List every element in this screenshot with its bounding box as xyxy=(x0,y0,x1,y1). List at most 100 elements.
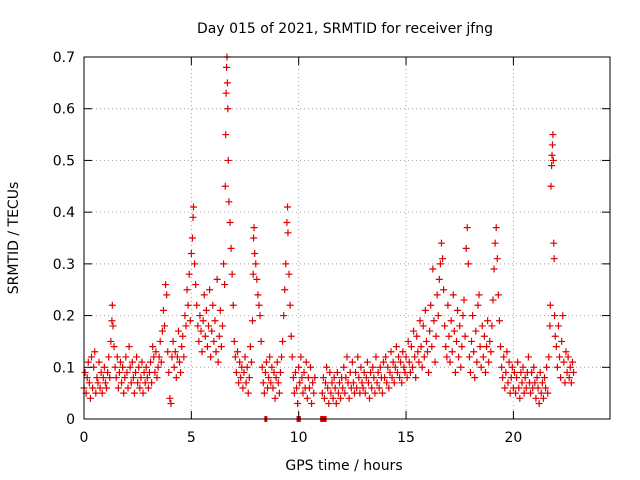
data-point xyxy=(184,301,192,309)
data-point xyxy=(498,363,506,371)
data-point xyxy=(220,260,228,268)
data-point xyxy=(376,363,384,371)
data-point xyxy=(161,322,169,330)
data-point xyxy=(536,368,544,376)
data-point xyxy=(101,379,109,387)
data-point xyxy=(250,224,258,232)
data-point xyxy=(461,332,469,340)
data-point xyxy=(300,368,308,376)
data-point xyxy=(197,327,205,335)
data-point xyxy=(532,394,540,402)
data-point xyxy=(551,332,559,340)
data-point xyxy=(250,234,258,242)
data-point xyxy=(521,374,529,382)
data-point xyxy=(253,275,261,283)
data-point xyxy=(546,322,554,330)
data-point xyxy=(416,317,424,325)
data-point xyxy=(568,358,576,366)
data-point xyxy=(330,374,338,382)
data-point xyxy=(215,332,223,340)
data-point xyxy=(249,317,257,325)
data-point xyxy=(196,312,204,320)
data-point xyxy=(538,379,546,387)
data-point xyxy=(249,270,257,278)
data-point xyxy=(272,374,280,382)
data-point xyxy=(570,368,578,376)
data-point xyxy=(310,389,318,397)
data-point xyxy=(85,379,93,387)
data-point xyxy=(333,368,341,376)
data-point xyxy=(232,368,240,376)
data-point xyxy=(176,358,184,366)
data-point xyxy=(342,374,350,382)
data-point xyxy=(209,301,217,309)
data-point xyxy=(398,379,406,387)
data-point xyxy=(221,281,229,289)
data-points xyxy=(80,53,578,407)
data-point xyxy=(129,374,137,382)
data-point xyxy=(477,363,485,371)
data-point xyxy=(549,131,557,139)
data-point xyxy=(485,358,493,366)
data-point xyxy=(289,374,297,382)
data-point xyxy=(181,312,189,320)
data-point xyxy=(328,379,336,387)
data-point xyxy=(241,353,249,361)
data-point xyxy=(359,384,367,392)
data-point xyxy=(178,343,186,351)
data-point xyxy=(435,275,443,283)
data-point xyxy=(304,374,312,382)
data-point xyxy=(236,358,244,366)
data-point xyxy=(414,348,422,356)
data-point xyxy=(378,389,386,397)
data-point xyxy=(222,89,230,97)
y-tick-label: 0.1 xyxy=(53,360,75,376)
data-point xyxy=(386,368,394,376)
data-point xyxy=(400,363,408,371)
y-axis-label: SRMTID / TECUs xyxy=(6,182,22,295)
data-point xyxy=(548,151,556,159)
data-point xyxy=(305,384,313,392)
axis-ticks: 0 0.1 0.2 0.3 0.4 0.5 0.6 0.7 0 5 10 15 20 xyxy=(53,50,610,446)
data-point xyxy=(118,379,126,387)
data-point xyxy=(348,358,356,366)
data-point xyxy=(266,353,274,361)
data-point xyxy=(222,131,230,139)
data-point xyxy=(89,384,97,392)
data-point xyxy=(562,348,570,356)
data-point xyxy=(156,337,164,345)
data-point xyxy=(255,301,263,309)
data-point xyxy=(514,358,522,366)
data-point xyxy=(103,384,111,392)
data-point xyxy=(221,182,229,190)
y-tick-label: 0.5 xyxy=(53,153,75,169)
data-point xyxy=(282,260,290,268)
data-point xyxy=(171,348,179,356)
data-point xyxy=(517,368,525,376)
data-point xyxy=(381,374,389,382)
x-tick-label: 15 xyxy=(397,430,415,446)
data-point xyxy=(169,337,177,345)
data-point xyxy=(360,368,368,376)
data-point xyxy=(492,224,500,232)
data-point xyxy=(206,286,214,294)
data-point xyxy=(239,384,247,392)
data-point xyxy=(205,322,213,330)
data-point xyxy=(195,337,203,345)
data-point xyxy=(81,368,89,376)
data-point xyxy=(208,327,216,335)
data-point xyxy=(95,358,103,366)
data-point xyxy=(174,327,182,335)
data-point xyxy=(237,374,245,382)
data-point xyxy=(379,358,387,366)
data-point xyxy=(396,374,404,382)
data-point xyxy=(261,368,269,376)
data-point xyxy=(285,270,293,278)
data-point xyxy=(390,379,398,387)
data-point xyxy=(402,353,410,361)
data-point xyxy=(132,368,140,376)
data-point xyxy=(334,389,342,397)
data-point xyxy=(501,384,509,392)
data-point xyxy=(104,368,112,376)
data-point xyxy=(242,379,250,387)
